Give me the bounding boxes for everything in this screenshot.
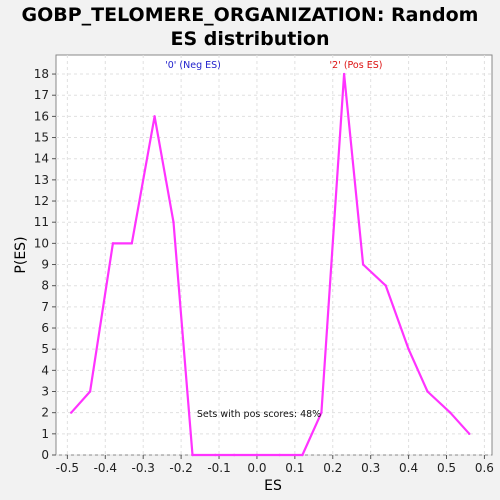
y-tick-label: 13 [34, 173, 49, 187]
grid-lines [56, 55, 492, 456]
chart-title-line1: GOBP_TELOMERE_ORGANIZATION: Random [22, 4, 479, 26]
data-point [384, 284, 388, 287]
y-tick-label: 3 [41, 385, 49, 399]
data-point [342, 72, 346, 76]
x-tick-label: 0.2 [323, 461, 342, 475]
y-tick-label: 9 [41, 258, 49, 272]
y-tick-label: 14 [34, 152, 49, 166]
y-tick-label: 2 [41, 406, 49, 420]
x-axis-ticks: -0.5 -0.4 -0.3 -0.2 -0.1 0.0 0.1 0.2 0.3 0.4 0.5 0.… [56, 455, 494, 475]
y-tick-label: 5 [41, 342, 49, 356]
x-tick-label: 0.4 [399, 461, 418, 475]
y-tick-label: 8 [41, 279, 49, 293]
data-point [88, 390, 92, 393]
series-layer [69, 72, 471, 457]
x-tick-label: 0.6 [475, 461, 494, 475]
neg-es-label: '0' (Neg ES) [165, 60, 221, 71]
data-point [449, 411, 452, 414]
data-point [320, 411, 323, 414]
x-tick-label: 0.1 [285, 461, 304, 475]
pos-es-label: '2' (Pos ES) [330, 60, 383, 71]
y-tick-label: 0 [41, 448, 49, 462]
x-tick-label: 0.0 [247, 461, 266, 475]
plot-area [55, 54, 493, 456]
x-tick-label: 0.3 [361, 461, 380, 475]
data-point [214, 453, 217, 457]
data-point [153, 115, 156, 118]
data-point [278, 453, 281, 457]
y-tick-label: 17 [34, 88, 49, 102]
data-point [130, 242, 134, 245]
data-point [407, 347, 410, 351]
y-tick-label: 12 [34, 194, 49, 208]
y-tick-label: 7 [41, 300, 49, 314]
x-axis-label: ES [264, 478, 282, 494]
data-point [468, 432, 471, 436]
x-tick-label: -0.3 [131, 461, 154, 475]
data-point [361, 263, 365, 266]
data-point [426, 390, 429, 393]
data-point [232, 453, 236, 457]
y-tick-label: 16 [34, 109, 49, 123]
y-axis-label: P(ES) [13, 236, 29, 273]
y-tick-label: 1 [41, 427, 49, 441]
data-point [172, 220, 175, 224]
data-point [191, 453, 194, 457]
data-point [69, 411, 73, 414]
x-tick-label: 0.5 [437, 461, 456, 475]
x-tick-label: -0.2 [169, 461, 192, 475]
y-tick-label: 15 [34, 131, 49, 145]
data-point [255, 453, 259, 457]
y-tick-label: 18 [34, 67, 49, 81]
x-tick-label: -0.1 [207, 461, 230, 475]
pos-scores-annotation: Sets with pos scores: 48% [197, 409, 321, 420]
es-distribution-line [70, 72, 471, 457]
x-tick-label: -0.4 [94, 461, 117, 475]
y-tick-label: 6 [41, 321, 49, 335]
chart-title-line2: ES distribution [171, 28, 330, 50]
x-tick-label: -0.5 [56, 461, 79, 475]
y-tick-label: 11 [34, 215, 49, 229]
y-tick-label: 10 [34, 236, 49, 250]
data-point [301, 453, 304, 457]
y-tick-label: 4 [41, 363, 49, 377]
data-point [111, 242, 115, 245]
